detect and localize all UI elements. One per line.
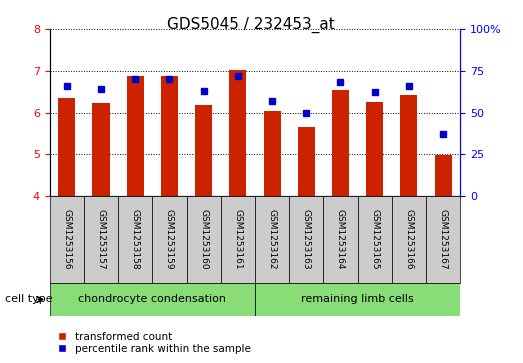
Bar: [221, 196, 255, 283]
Text: GSM1253164: GSM1253164: [336, 209, 345, 270]
Text: GSM1253163: GSM1253163: [302, 209, 311, 270]
Bar: [127, 76, 144, 196]
Text: GDS5045 / 232453_at: GDS5045 / 232453_at: [167, 16, 335, 33]
Text: GSM1253157: GSM1253157: [97, 209, 106, 270]
Bar: [50, 196, 84, 283]
Text: chondrocyte condensation: chondrocyte condensation: [78, 294, 226, 305]
Bar: [58, 98, 75, 196]
Text: remaining limb cells: remaining limb cells: [301, 294, 414, 305]
Bar: [366, 102, 383, 196]
Text: cell type: cell type: [5, 294, 53, 305]
Bar: [93, 103, 109, 196]
Bar: [435, 155, 452, 196]
Bar: [332, 90, 349, 196]
Bar: [264, 111, 281, 196]
Text: GSM1253161: GSM1253161: [233, 209, 242, 270]
Bar: [255, 196, 289, 283]
Bar: [195, 105, 212, 196]
Text: GSM1253165: GSM1253165: [370, 209, 379, 270]
Bar: [358, 196, 392, 283]
Bar: [255, 283, 460, 316]
Bar: [161, 76, 178, 196]
Bar: [298, 127, 315, 196]
Text: GSM1253162: GSM1253162: [268, 209, 277, 270]
Bar: [118, 196, 152, 283]
Bar: [323, 196, 358, 283]
Text: GSM1253167: GSM1253167: [439, 209, 448, 270]
Bar: [229, 70, 246, 196]
Bar: [289, 196, 323, 283]
Bar: [50, 283, 255, 316]
Bar: [401, 95, 417, 196]
Bar: [152, 196, 187, 283]
Text: GSM1253158: GSM1253158: [131, 209, 140, 270]
Bar: [426, 196, 460, 283]
Text: GSM1253160: GSM1253160: [199, 209, 208, 270]
Bar: [187, 196, 221, 283]
Legend: transformed count, percentile rank within the sample: transformed count, percentile rank withi…: [47, 327, 255, 358]
Text: GSM1253159: GSM1253159: [165, 209, 174, 270]
Bar: [392, 196, 426, 283]
Text: GSM1253156: GSM1253156: [62, 209, 71, 270]
Bar: [84, 196, 118, 283]
Text: GSM1253166: GSM1253166: [404, 209, 413, 270]
